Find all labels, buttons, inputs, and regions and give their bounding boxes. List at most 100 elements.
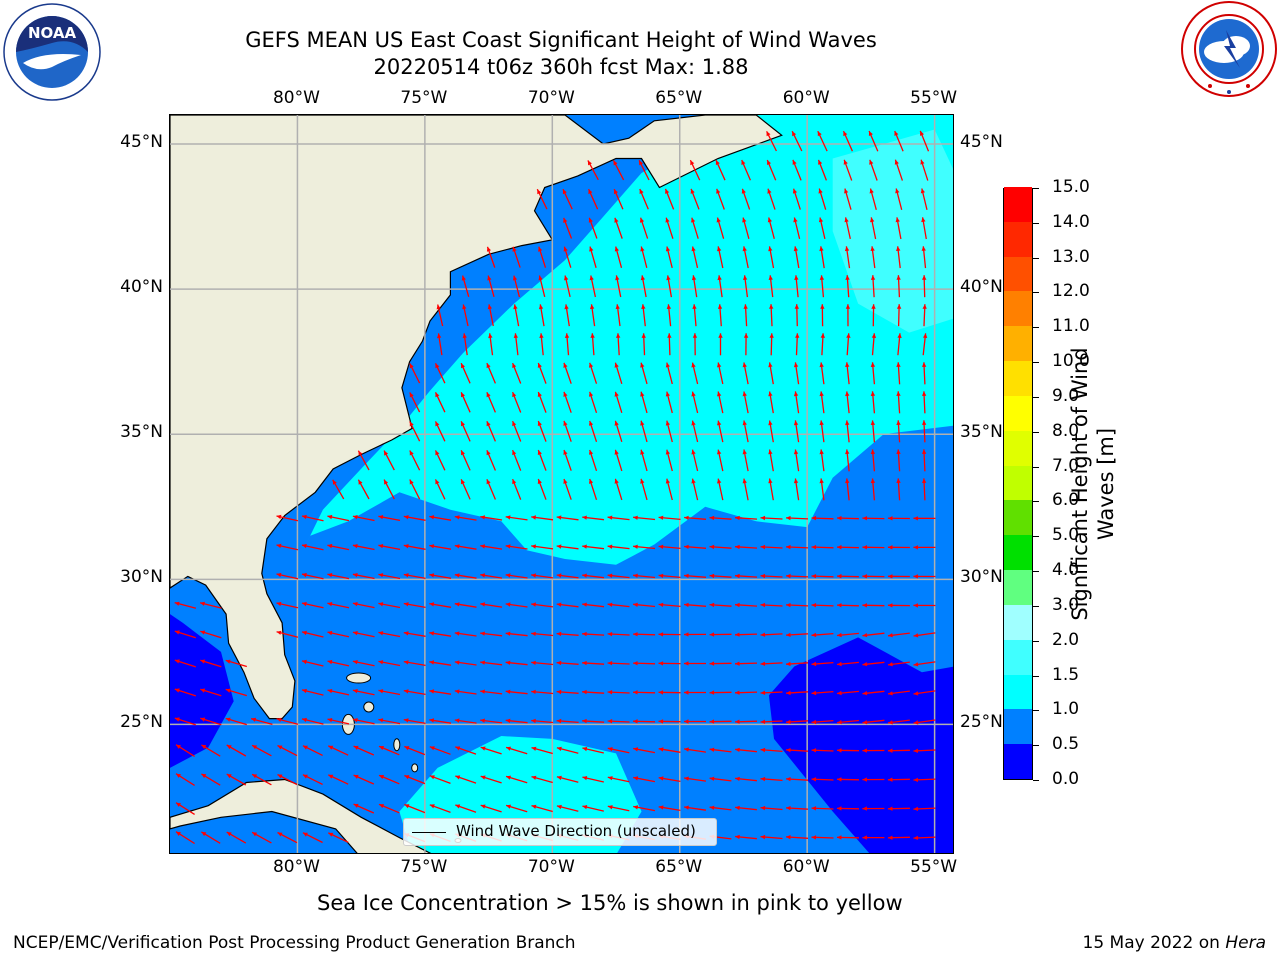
colorbar-tick-label: 5.0 xyxy=(1052,525,1080,546)
wave-direction-arrow xyxy=(607,544,630,550)
wave-direction-arrow xyxy=(556,775,579,783)
us-coastline xyxy=(170,115,783,720)
wave-direction-arrow xyxy=(607,632,630,637)
lon-label-top: 60°W xyxy=(782,88,830,108)
wave-direction-arrow xyxy=(175,802,195,815)
wave-direction-arrow xyxy=(511,449,522,471)
wave-direction-arrow xyxy=(352,718,375,725)
wave-direction-arrow xyxy=(760,719,783,724)
wave-direction-arrow xyxy=(792,159,802,181)
colorbar-tick-mark xyxy=(1033,501,1039,503)
wave-direction-arrow xyxy=(454,689,477,695)
colorbar-segment xyxy=(1004,395,1032,431)
wave-direction-arrow xyxy=(819,391,825,414)
wave-direction-arrow xyxy=(920,159,929,181)
wave-direction-arrow xyxy=(582,718,605,724)
wave-direction-arrow xyxy=(511,362,522,384)
wave-direction-arrow xyxy=(913,632,936,638)
wave-direction-arrow xyxy=(913,835,936,840)
wave-direction-arrow xyxy=(811,603,834,608)
wave-direction-arrow xyxy=(429,746,451,755)
wave-direction-arrow xyxy=(922,478,927,501)
wave-direction-arrow xyxy=(607,602,630,608)
wave-direction-arrow xyxy=(760,747,783,753)
wave-direction-arrow xyxy=(633,573,656,579)
wave-direction-arrow xyxy=(454,573,477,579)
wave-direction-arrow xyxy=(383,479,395,500)
wave-direction-arrow xyxy=(887,632,910,638)
wave-direction-arrow xyxy=(921,246,927,269)
wave-direction-arrow xyxy=(434,392,446,413)
footer-date-text: 15 May 2022 on xyxy=(1082,933,1226,953)
wave-direction-arrow xyxy=(691,217,699,239)
wave-direction-arrow xyxy=(665,420,673,443)
wave-direction-arrow xyxy=(811,777,834,782)
wave-direction-arrow xyxy=(302,745,323,756)
wave-direction-arrow xyxy=(742,449,749,472)
wave-direction-arrow xyxy=(486,478,496,500)
noaa-logo-icon: NOAA xyxy=(3,3,101,101)
colorbar-tick-label: 3.0 xyxy=(1052,594,1080,615)
wave-direction-arrow xyxy=(922,391,927,414)
wave-direction-arrow xyxy=(734,602,758,608)
wave-direction-arrow xyxy=(486,449,496,471)
wave-direction-arrow xyxy=(785,603,809,608)
wave-direction-arrow xyxy=(665,362,673,385)
colorbar-segment xyxy=(1004,256,1032,292)
wave-direction-arrow xyxy=(437,333,443,356)
wave-direction-arrow xyxy=(819,246,825,269)
wave-direction-arrow xyxy=(250,717,273,726)
wave-direction-arrow xyxy=(862,661,885,667)
wave-direction-arrow xyxy=(717,246,724,269)
wave-direction-arrow xyxy=(556,660,579,666)
wave-direction-arrow xyxy=(870,217,877,240)
wave-direction-arrow xyxy=(689,159,701,181)
wave-direction-arrow xyxy=(378,718,401,725)
wave-direction-arrow xyxy=(460,392,471,413)
wave-direction-arrow xyxy=(658,690,681,695)
wave-direction-arrow xyxy=(664,188,675,210)
wave-direction-arrow xyxy=(665,478,673,501)
lat-label-right: 40°N xyxy=(960,277,1003,298)
lat-label-right: 35°N xyxy=(960,422,1003,443)
wave-direction-arrow xyxy=(556,573,579,579)
wave-direction-arrow xyxy=(735,834,757,840)
wave-direction-arrow xyxy=(768,362,774,385)
wave-direction-arrow xyxy=(913,574,936,579)
wave-direction-arrow xyxy=(785,515,809,521)
wave-direction-arrow xyxy=(454,602,477,608)
wave-direction-arrow xyxy=(913,748,936,753)
wave-direction-arrow xyxy=(633,747,656,754)
wave-direction-arrow xyxy=(684,602,707,608)
lat-label-left: 40°N xyxy=(120,277,163,298)
lat-label-left: 25°N xyxy=(120,712,163,733)
wave-direction-arrow xyxy=(429,718,452,724)
wave-direction-arrow xyxy=(640,478,648,501)
legend-line-sample xyxy=(412,832,446,833)
colorbar-tick-label: 4.0 xyxy=(1052,560,1080,581)
lat-label-right: 45°N xyxy=(960,132,1003,153)
wave-direction-arrow xyxy=(793,391,800,414)
wave-direction-arrow xyxy=(301,688,324,696)
wave-direction-arrow xyxy=(607,719,630,724)
colorbar-segment xyxy=(1004,569,1032,605)
wave-direction-arrow xyxy=(462,333,468,356)
wave-direction-arrow xyxy=(563,391,572,413)
wave-direction-arrow xyxy=(709,776,732,782)
wave-direction-arrow xyxy=(895,217,902,240)
wave-direction-arrow xyxy=(589,420,598,443)
wave-direction-arrow xyxy=(684,776,706,782)
nws-logo xyxy=(1180,0,1278,98)
colorbar-tick-mark xyxy=(1033,396,1039,398)
wave-direction-arrow xyxy=(734,690,758,695)
wave-direction-arrow xyxy=(226,831,247,844)
wave-direction-arrow xyxy=(199,601,222,609)
wave-direction-arrow xyxy=(588,217,598,239)
wave-direction-arrow xyxy=(460,450,471,471)
wave-direction-arrow xyxy=(845,362,850,385)
wave-direction-arrow xyxy=(717,391,724,414)
wave-direction-arrow xyxy=(768,391,774,414)
wave-direction-arrow xyxy=(817,130,828,152)
wave-direction-arrow xyxy=(563,217,573,239)
nws-logo-icon xyxy=(1181,1,1277,97)
